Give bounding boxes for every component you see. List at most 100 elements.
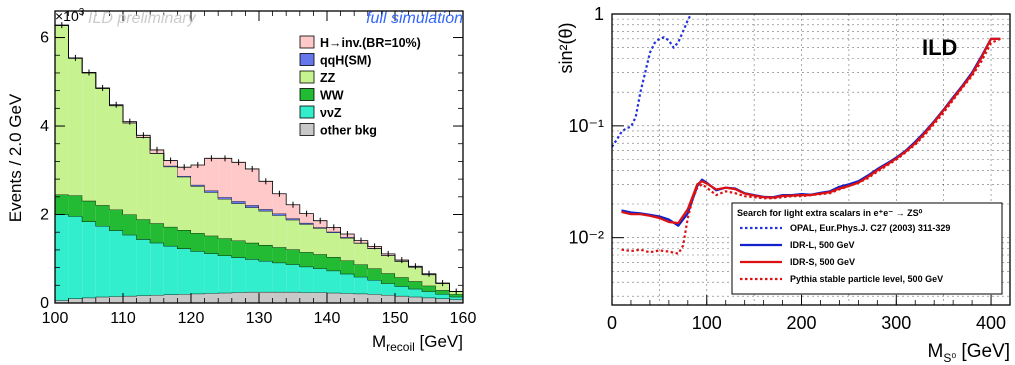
legend-label: WW xyxy=(320,89,344,103)
y-tick-label: 10⁻² xyxy=(568,228,604,248)
bar-2-27 xyxy=(422,285,436,292)
limit-curves xyxy=(612,14,1001,255)
bar-3-12 xyxy=(218,199,232,239)
bar-4-11 xyxy=(204,190,219,193)
bar-3-21 xyxy=(340,237,355,261)
bar-1-10 xyxy=(191,251,205,294)
bar-0-7 xyxy=(150,295,164,303)
x-tick-label: 130 xyxy=(246,310,273,327)
bar-2-21 xyxy=(340,260,355,274)
bar-1-4 xyxy=(109,230,123,297)
legend-label: Pythia stable particle level, 500 GeV xyxy=(790,274,943,284)
bar-4-8 xyxy=(163,165,178,167)
x-tick-label: 140 xyxy=(314,310,341,327)
legend-swatch xyxy=(299,70,315,84)
legend-label: other bkg xyxy=(320,124,377,138)
bar-2-10 xyxy=(191,233,205,252)
bar-3-6 xyxy=(136,137,151,220)
bar-0-2 xyxy=(82,297,96,303)
bar-0-28 xyxy=(435,298,450,303)
bar-3-15 xyxy=(259,210,273,246)
bar-2-25 xyxy=(395,277,409,287)
bar-0-22 xyxy=(354,293,368,303)
y-axis-label: sin²(θ) xyxy=(556,22,576,73)
bar-4-14 xyxy=(245,205,259,208)
bar-5-9 xyxy=(177,167,191,177)
bar-2-13 xyxy=(231,240,246,258)
bar-3-22 xyxy=(354,243,368,265)
bar-4-17 xyxy=(286,218,300,220)
bar-0-13 xyxy=(231,292,246,303)
bar-0-25 xyxy=(395,295,409,303)
bar-1-23 xyxy=(367,279,382,295)
bar-2-28 xyxy=(435,290,450,295)
legend-label: qqH(SM) xyxy=(320,54,371,68)
bar-0-19 xyxy=(313,292,327,303)
bar-1-15 xyxy=(259,260,273,292)
bar-3-25 xyxy=(395,261,409,278)
bar-1-0 xyxy=(55,214,69,301)
bar-4-19 xyxy=(313,227,327,229)
x-tick-label: 200 xyxy=(787,313,817,333)
bar-5-13 xyxy=(231,162,246,202)
y-tick-label: 2 xyxy=(40,207,49,224)
bar-3-23 xyxy=(367,248,382,269)
x-tick-label: 110 xyxy=(110,310,136,327)
bar-5-15 xyxy=(259,181,273,210)
bar-4-15 xyxy=(259,209,273,211)
bar-4-12 xyxy=(218,197,232,200)
bar-4-16 xyxy=(272,213,287,216)
bar-1-13 xyxy=(231,257,246,293)
x-axis-label: Mrecoil [GeV] xyxy=(372,332,463,354)
legend-label: H→inv.(BR=10%) xyxy=(320,36,421,50)
bar-2-19 xyxy=(313,254,327,269)
bar-1-20 xyxy=(327,270,341,293)
limit-grid xyxy=(611,14,1010,305)
legend-label: IDR-L, 500 GeV xyxy=(790,240,855,250)
legend-swatch xyxy=(299,105,315,119)
bar-3-26 xyxy=(408,267,423,282)
curve-1 xyxy=(621,37,1001,227)
bar-2-11 xyxy=(204,235,219,254)
bar-2-9 xyxy=(177,230,191,249)
bar-1-16 xyxy=(272,262,287,292)
bar-3-7 xyxy=(150,153,164,224)
curves-group xyxy=(612,14,1001,255)
bar-5-19 xyxy=(313,220,327,228)
bar-0-0 xyxy=(55,300,69,303)
bar-0-17 xyxy=(286,291,300,303)
bar-1-11 xyxy=(204,253,219,294)
bar-2-26 xyxy=(408,281,423,289)
ild-badge: ILD xyxy=(922,35,957,60)
bar-2-15 xyxy=(259,245,273,261)
bar-2-5 xyxy=(123,214,137,235)
bar-3-10 xyxy=(191,186,205,234)
limit-ticks: 0 100 200 300 400 10⁻² 10⁻¹ 1 xyxy=(568,4,1011,333)
legend-label: IDR-S, 500 GeV xyxy=(790,257,855,267)
legend-label: ννZ xyxy=(320,106,342,120)
y-axis-label: Events / 2.0 GeV xyxy=(6,93,25,222)
bar-4-18 xyxy=(299,222,314,225)
bar-0-12 xyxy=(218,292,232,303)
bar-2-20 xyxy=(327,256,341,271)
bar-1-5 xyxy=(123,234,137,296)
bar-3-8 xyxy=(163,166,178,227)
bar-2-0 xyxy=(55,194,69,215)
bar-1-7 xyxy=(150,242,164,296)
curve-3 xyxy=(621,37,1001,255)
bar-0-4 xyxy=(109,296,123,303)
legend-swatch xyxy=(299,123,315,136)
bar-1-19 xyxy=(313,268,327,293)
x-tick-label: 0 xyxy=(607,313,617,333)
plot-frame xyxy=(611,13,1011,306)
bar-4-9 xyxy=(177,176,191,177)
bar-3-1 xyxy=(68,58,83,196)
bar-1-2 xyxy=(82,221,96,298)
histogram-stack xyxy=(55,22,463,303)
bar-0-11 xyxy=(204,293,219,303)
bar-2-17 xyxy=(286,249,300,265)
y-tick-label: 0 xyxy=(40,295,49,312)
bar-3-24 xyxy=(381,255,395,274)
bar-0-21 xyxy=(340,293,355,303)
